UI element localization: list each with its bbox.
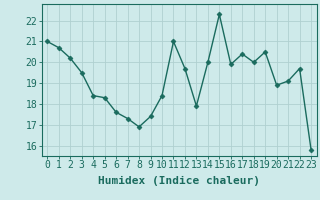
X-axis label: Humidex (Indice chaleur): Humidex (Indice chaleur) (98, 176, 260, 186)
